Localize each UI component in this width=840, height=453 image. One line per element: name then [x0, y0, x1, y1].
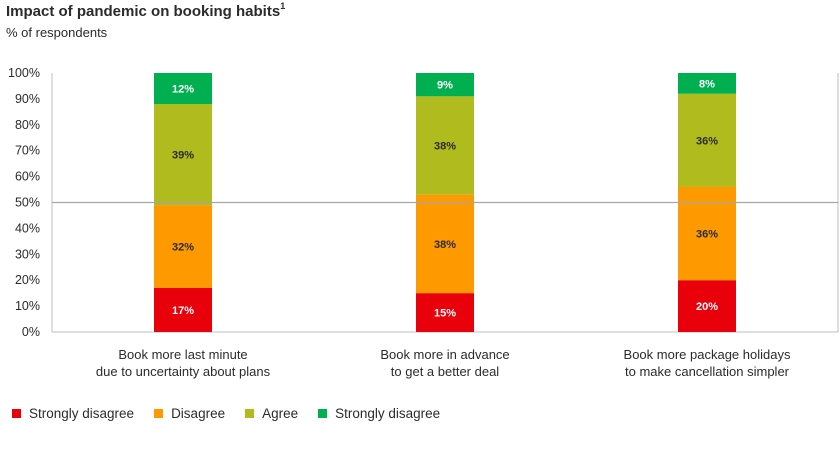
y-tick-label: 80% [15, 118, 40, 132]
legend-item: Disagree [154, 406, 225, 421]
bar-segment [154, 287, 212, 332]
bar-segment [416, 96, 474, 195]
data-label: 15% [434, 308, 456, 320]
chart-legend: Strongly disagree Disagree Agree Strongly d… [12, 406, 460, 421]
y-tick-label: 0% [22, 325, 40, 339]
y-tick-label: 20% [15, 273, 40, 287]
stacked-bar-chart: 0% 10% 20% 30% 40% 50% 60% 70% 80% 90% 100% 17% 32% 3… [8, 66, 839, 379]
data-label: 12% [172, 84, 194, 96]
bar-segment [416, 194, 474, 294]
y-tick-label: 90% [15, 92, 40, 106]
data-label: 39% [172, 150, 194, 162]
y-tick-label: 50% [15, 196, 40, 210]
y-tick-label: 10% [15, 299, 40, 313]
legend-swatch [318, 409, 328, 418]
bar-segment [678, 93, 736, 187]
y-tick-label: 40% [15, 221, 40, 235]
legend-label: Strongly disagree [29, 406, 135, 421]
legend-label: Strongly disagree [335, 406, 441, 421]
x-category-label: Book more last minute [118, 347, 247, 362]
legend-label: Agree [262, 406, 299, 421]
bar-segment [678, 280, 736, 332]
chart-subtitle: % of respondents [6, 25, 108, 40]
bar-segment [154, 73, 212, 105]
legend-item: Strongly disagree [318, 406, 440, 421]
title-footnote-marker: 1 [280, 1, 286, 11]
data-label: 36% [696, 229, 718, 241]
legend-swatch [154, 409, 164, 418]
x-category-label: Book more in advance [380, 347, 509, 362]
y-tick-label: 70% [15, 144, 40, 158]
bar-segment [416, 293, 474, 332]
y-tick-label: 60% [15, 170, 40, 184]
y-tick-label: 30% [15, 247, 40, 261]
legend-swatch [245, 409, 255, 418]
data-label: 32% [172, 242, 194, 254]
chart-title: Impact of pandemic on booking habits1 [6, 1, 286, 20]
y-tick-label: 100% [8, 66, 40, 80]
data-label: 8% [699, 78, 715, 90]
legend-label: Disagree [171, 406, 226, 421]
data-label: 17% [172, 305, 194, 317]
bar-segment [416, 73, 474, 97]
data-label: 38% [434, 239, 456, 251]
x-category-label: due to uncertainty about plans [96, 364, 271, 379]
x-category-label: to get a better deal [391, 364, 500, 379]
data-label: 20% [696, 301, 718, 313]
bar-segment [678, 73, 736, 94]
data-label: 36% [696, 135, 718, 147]
bar-segment [154, 205, 212, 288]
bar-segment [154, 104, 212, 206]
x-category-label: to make cancellation simpler [625, 364, 790, 379]
data-label: 9% [437, 80, 453, 92]
legend-item: Agree [245, 406, 298, 421]
data-label: 38% [434, 141, 456, 153]
legend-item: Strongly disagree [12, 406, 134, 421]
x-category-label: Book more package holidays [624, 347, 791, 362]
legend-swatch [12, 409, 21, 418]
